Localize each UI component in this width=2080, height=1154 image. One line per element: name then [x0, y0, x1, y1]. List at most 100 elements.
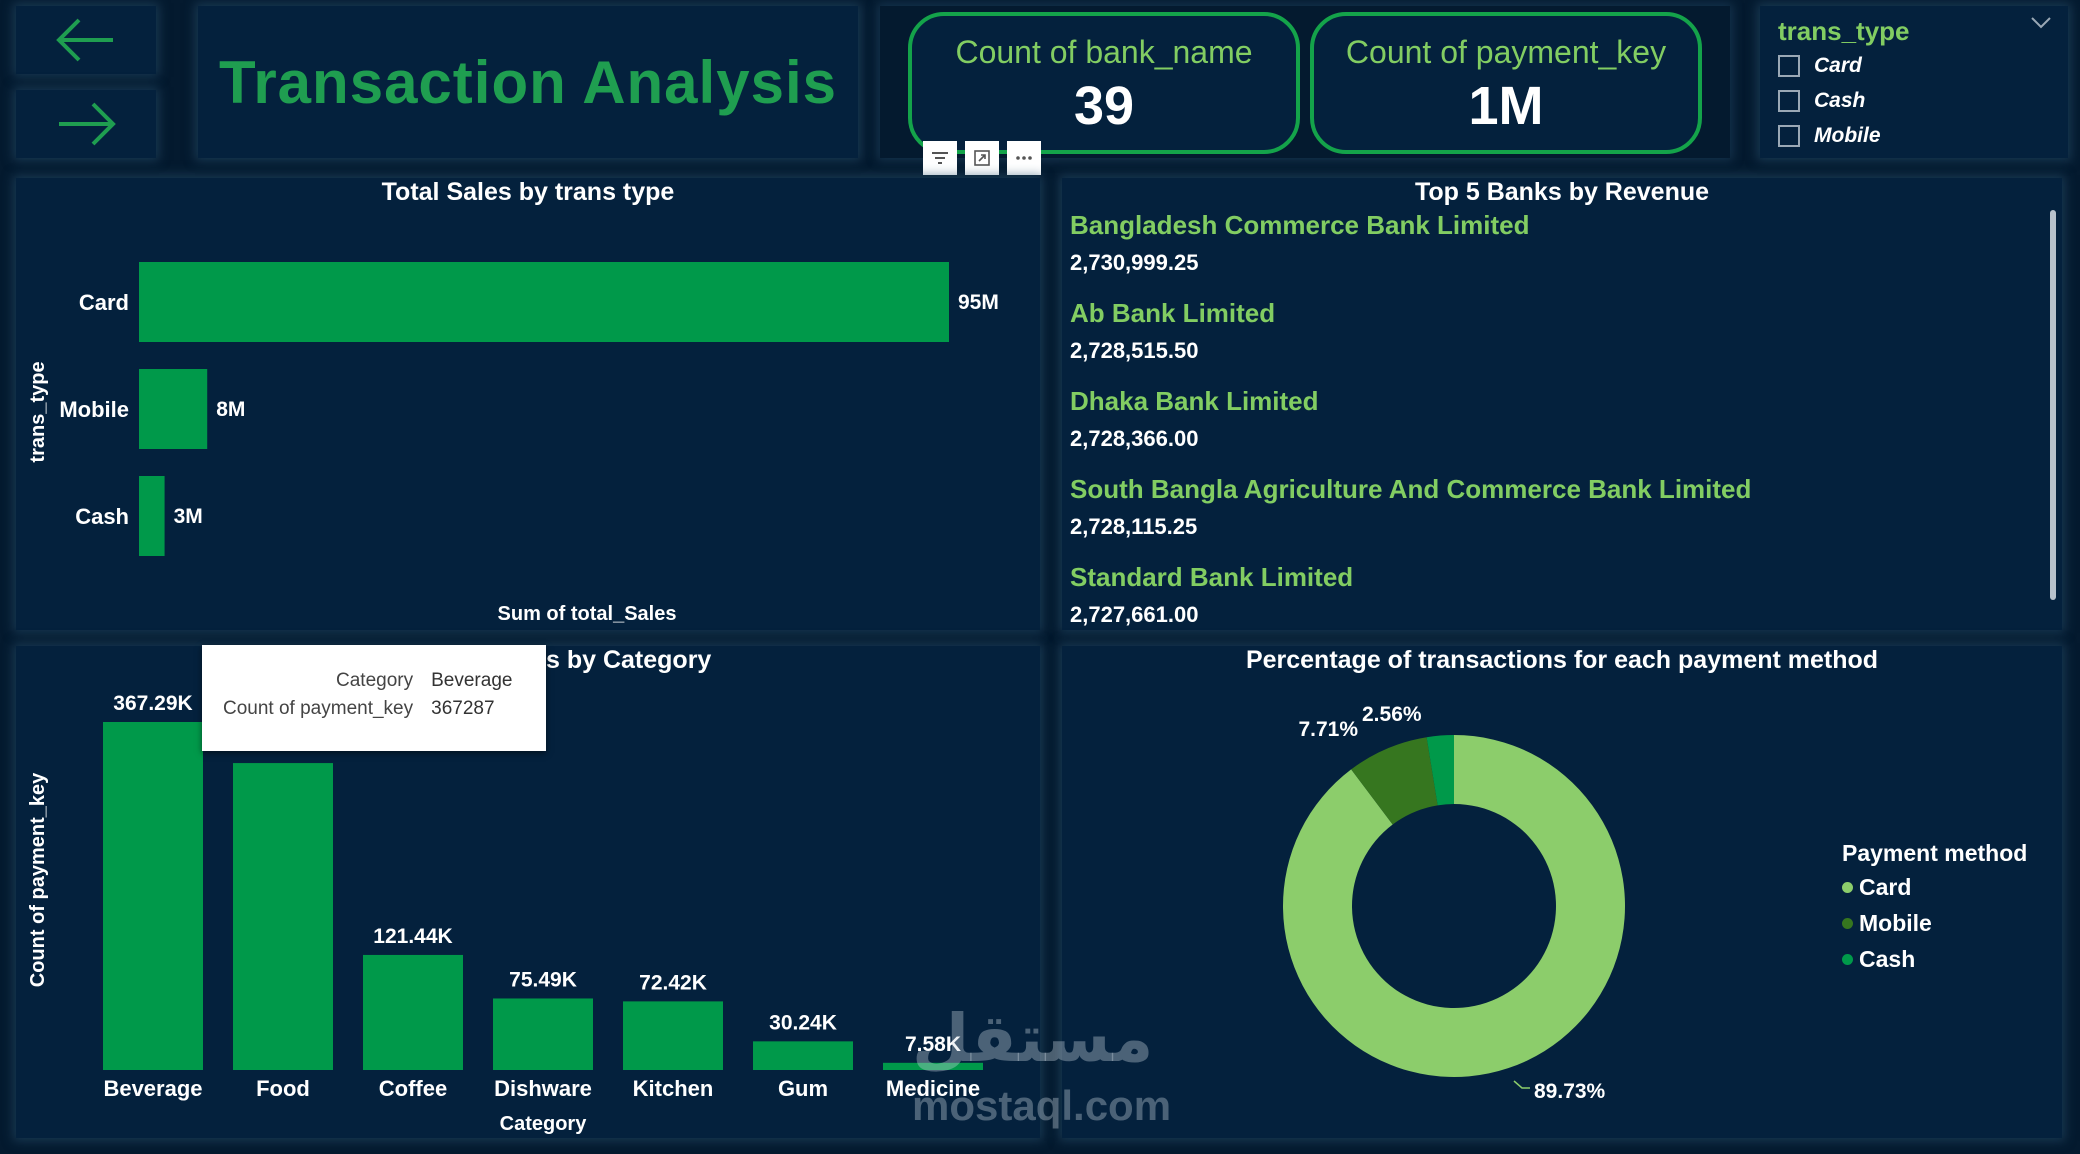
- column-bar: [363, 954, 463, 1070]
- chevron-down-icon[interactable]: [2030, 16, 2052, 30]
- data-label: 95M: [958, 291, 999, 314]
- bank-revenue: 2,727,661.00: [1070, 602, 1199, 627]
- category-label: Kitchen: [633, 1076, 714, 1101]
- category-label: Mobile: [59, 397, 129, 422]
- data-label: 75.49K: [509, 968, 577, 991]
- slicer-option-label: Mobile: [1814, 124, 1881, 147]
- slicer-title: trans_type: [1778, 16, 1910, 46]
- category-label: Cash: [75, 504, 129, 529]
- chart-title: Total Sales by trans type: [381, 178, 675, 206]
- chart-title: s by Category: [546, 646, 712, 674]
- bank-revenue: 2,728,366.00: [1070, 426, 1199, 451]
- legend-item-mobile[interactable]: Mobile: [1842, 910, 1932, 937]
- category-label: Coffee: [379, 1076, 447, 1101]
- column-bar: [623, 1001, 723, 1070]
- bar: [139, 476, 165, 556]
- kpi-label: Count of payment_key: [1345, 34, 1667, 70]
- legend-item-cash[interactable]: Cash: [1842, 946, 1915, 973]
- data-label: 30.24K: [769, 1011, 837, 1034]
- arrow-left-icon: [56, 18, 113, 62]
- back-button[interactable]: [16, 6, 156, 74]
- expand-icon: [974, 150, 990, 166]
- tooltip-row: Category Beverage: [214, 667, 521, 695]
- category-label: Medicine: [886, 1076, 980, 1101]
- sales-by-trans-type-chart[interactable]: Total Sales by trans type trans_type Sum…: [16, 178, 1040, 630]
- tooltip-table: Category Beverage Count of payment_key 3…: [214, 667, 521, 723]
- legend-item-card[interactable]: Card: [1842, 874, 1911, 901]
- watermark-url: mostaql.com: [912, 1082, 1172, 1129]
- more-icon: [1016, 156, 1032, 160]
- tooltip-row: Count of payment_key 367287: [214, 695, 521, 723]
- legend-label: Mobile: [1859, 910, 1932, 936]
- scrollbar[interactable]: [2050, 210, 2056, 600]
- bar: [139, 369, 208, 449]
- y-axis-title: Count of payment_key: [27, 772, 49, 987]
- slice-label: 7.71%: [1298, 718, 1358, 741]
- donut-slice: [1426, 735, 1454, 806]
- checkbox[interactable]: [1778, 125, 1800, 147]
- bank-name: Ab Bank Limited: [1070, 298, 1276, 328]
- kpi-card-payment-count: Count of payment_key 1M: [1310, 12, 1702, 154]
- bank-name: South Bangla Agriculture And Commerce Ba…: [1070, 474, 1752, 504]
- bar-chart-svg: trans_type Sum of total_Sales Card 95M Mob…: [27, 262, 999, 625]
- bank-revenue: 2,728,115.25: [1070, 514, 1198, 539]
- bar: [139, 262, 949, 342]
- slicer-option-cash[interactable]: Cash: [1778, 89, 1865, 113]
- column-bar: [103, 722, 203, 1070]
- donut-slice: [1351, 737, 1438, 825]
- column-bar: [233, 763, 333, 1070]
- column-bar: [493, 998, 593, 1070]
- category-label: Food: [256, 1076, 310, 1101]
- legend-dot: [1842, 954, 1853, 965]
- slice-label: 2.56%: [1362, 703, 1422, 726]
- legend-dot: [1842, 882, 1853, 893]
- kpi-label: Count of bank_name: [955, 34, 1253, 70]
- leader-line: [1513, 1080, 1530, 1089]
- chart-title: Percentage of transactions for each paym…: [1245, 646, 1879, 674]
- legend-dot: [1842, 918, 1853, 929]
- data-label: 367.29K: [113, 692, 192, 715]
- tooltip-value: Beverage: [431, 670, 513, 691]
- tooltip-key: Count of payment_key: [223, 698, 414, 719]
- filter-button[interactable]: [923, 141, 957, 175]
- kpi-value: 1M: [1468, 76, 1544, 136]
- slice-label: 89.73%: [1534, 1080, 1606, 1103]
- data-label: 8M: [216, 398, 245, 421]
- slicer-option-label: Card: [1814, 54, 1862, 77]
- donut-svg: 89.73% 7.71%2.56%: [1283, 703, 1625, 1103]
- category-label: Dishware: [494, 1076, 592, 1101]
- kpi-value: 39: [1073, 76, 1135, 136]
- tooltip-value: 367287: [431, 698, 495, 719]
- category-label: Card: [79, 290, 129, 315]
- column-bar: [883, 1062, 983, 1070]
- category-label: Gum: [778, 1076, 828, 1101]
- bank-name: Dhaka Bank Limited: [1070, 386, 1319, 416]
- x-axis-title: Sum of total_Sales: [498, 603, 677, 625]
- kpi-card-bank-count: Count of bank_name 39: [908, 12, 1300, 154]
- slicer-option-label: Cash: [1814, 89, 1866, 112]
- legend-label: Card: [1859, 874, 1912, 900]
- x-axis-title: Category: [500, 1113, 588, 1135]
- y-axis-title: trans_type: [27, 361, 49, 462]
- legend-title: Payment method: [1842, 840, 2028, 866]
- tooltip: Category Beverage Count of payment_key 3…: [202, 645, 546, 751]
- legend-label: Cash: [1859, 946, 1916, 972]
- data-label: 3M: [174, 505, 203, 528]
- more-options-button[interactable]: [1007, 141, 1041, 175]
- chart-title: Top 5 Banks by Revenue: [1414, 178, 1710, 206]
- payment-method-donut-chart[interactable]: Percentage of transactions for each paym…: [1062, 646, 2062, 1138]
- slicer-option-card[interactable]: Card: [1778, 54, 1862, 78]
- page-title: Transaction Analysis: [218, 48, 837, 116]
- watermark-logo: مستقل: [912, 1001, 1154, 1075]
- top-banks-panel[interactable]: Top 5 Banks by Revenue Bangladesh Commer…: [1062, 178, 2062, 630]
- focus-mode-button[interactable]: [965, 141, 999, 175]
- data-label: 7.58K: [905, 1033, 961, 1056]
- checkbox[interactable]: [1778, 90, 1800, 112]
- forward-button[interactable]: [16, 90, 156, 158]
- checkbox[interactable]: [1778, 55, 1800, 77]
- slicer-option-mobile[interactable]: Mobile: [1778, 124, 1881, 148]
- category-label: Beverage: [103, 1076, 202, 1101]
- bank-name: Standard Bank Limited: [1070, 562, 1354, 592]
- bank-revenue: 2,730,999.25: [1070, 250, 1199, 275]
- column-chart-svg: Count of payment_key Category 367.29K Bev…: [27, 692, 983, 1135]
